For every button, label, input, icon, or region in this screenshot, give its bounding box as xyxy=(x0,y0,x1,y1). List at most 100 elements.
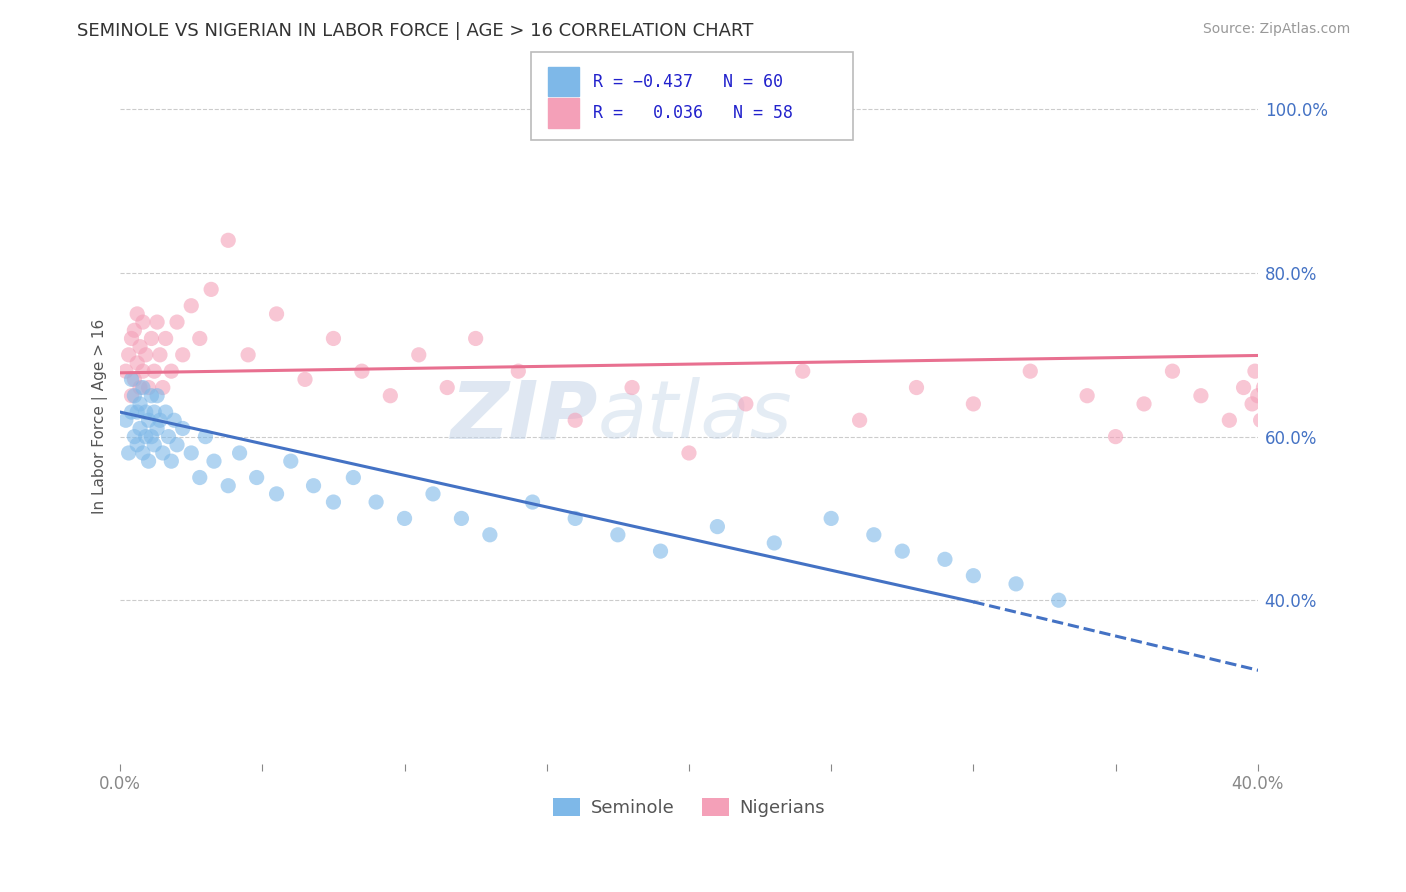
Point xyxy=(129,340,152,354)
Point xyxy=(129,380,152,394)
Point xyxy=(138,454,160,468)
Point xyxy=(157,429,180,443)
Point xyxy=(146,389,169,403)
Text: Source: ZipAtlas.com: Source: ZipAtlas.com xyxy=(1202,22,1350,37)
Point xyxy=(172,421,194,435)
Point xyxy=(188,470,211,484)
Point xyxy=(124,372,146,386)
Point xyxy=(114,364,136,378)
Point xyxy=(143,438,166,452)
Point xyxy=(149,413,172,427)
Point xyxy=(166,438,188,452)
Point xyxy=(127,307,149,321)
Point xyxy=(132,315,155,329)
Point xyxy=(1005,577,1028,591)
Point xyxy=(1250,413,1272,427)
Text: R =   0.036   N = 58: R = 0.036 N = 58 xyxy=(593,103,793,122)
Point xyxy=(132,364,155,378)
Point xyxy=(180,299,202,313)
Point xyxy=(650,544,672,558)
Point xyxy=(236,348,259,362)
Point xyxy=(322,495,344,509)
Point xyxy=(121,331,143,345)
Point xyxy=(478,528,501,542)
Point xyxy=(141,331,163,345)
Point xyxy=(366,495,388,509)
Point xyxy=(217,479,239,493)
Point xyxy=(132,380,155,394)
Point xyxy=(934,552,956,566)
Point xyxy=(1232,380,1254,394)
Point xyxy=(792,364,814,378)
Point xyxy=(124,429,146,443)
Point xyxy=(160,454,183,468)
Point xyxy=(322,331,344,345)
Point xyxy=(1104,429,1126,443)
Point xyxy=(450,511,472,525)
Point xyxy=(891,544,914,558)
Point xyxy=(1076,389,1098,403)
Point xyxy=(132,446,155,460)
Point xyxy=(422,487,444,501)
Point xyxy=(1161,364,1184,378)
Point xyxy=(143,405,166,419)
Point xyxy=(138,380,160,394)
Point xyxy=(678,446,700,460)
Point xyxy=(302,479,325,493)
Point xyxy=(141,429,163,443)
Point xyxy=(1244,364,1267,378)
Point xyxy=(464,331,486,345)
Point xyxy=(155,331,177,345)
Y-axis label: In Labor Force | Age > 16: In Labor Force | Age > 16 xyxy=(93,318,108,514)
Point xyxy=(1218,413,1240,427)
Point xyxy=(163,413,186,427)
Point xyxy=(127,438,149,452)
Point xyxy=(200,282,222,296)
Point xyxy=(246,470,269,484)
Point xyxy=(380,389,402,403)
Point xyxy=(124,389,146,403)
Point xyxy=(763,536,786,550)
Point xyxy=(1019,364,1042,378)
Point xyxy=(114,413,136,427)
Point xyxy=(143,364,166,378)
Point xyxy=(564,413,586,427)
Point xyxy=(118,348,141,362)
Point xyxy=(280,454,302,468)
Point xyxy=(862,528,884,542)
Point xyxy=(129,421,152,435)
Text: SEMINOLE VS NIGERIAN IN LABOR FORCE | AGE > 16 CORRELATION CHART: SEMINOLE VS NIGERIAN IN LABOR FORCE | AG… xyxy=(77,22,754,40)
Point xyxy=(266,307,288,321)
Point xyxy=(188,331,211,345)
Point xyxy=(121,405,143,419)
Point xyxy=(127,356,149,370)
Text: ZIP: ZIP xyxy=(450,377,598,455)
Point xyxy=(1241,397,1264,411)
Point xyxy=(962,397,984,411)
Point xyxy=(146,421,169,435)
Point xyxy=(350,364,373,378)
Point xyxy=(118,446,141,460)
Point xyxy=(152,446,174,460)
Point xyxy=(508,364,530,378)
Point xyxy=(129,397,152,411)
Point xyxy=(228,446,250,460)
Point xyxy=(1047,593,1070,607)
Point xyxy=(522,495,544,509)
Point xyxy=(138,413,160,427)
Point xyxy=(294,372,316,386)
Point xyxy=(962,568,984,582)
Point xyxy=(564,511,586,525)
Point xyxy=(820,511,842,525)
Point xyxy=(408,348,430,362)
Point xyxy=(1133,397,1156,411)
Point xyxy=(202,454,225,468)
Point xyxy=(141,389,163,403)
Point xyxy=(905,380,928,394)
Point xyxy=(124,323,146,337)
Point xyxy=(166,315,188,329)
Point xyxy=(734,397,756,411)
Text: R = −0.437   N = 60: R = −0.437 N = 60 xyxy=(593,72,783,91)
Point xyxy=(436,380,458,394)
Point xyxy=(135,429,157,443)
